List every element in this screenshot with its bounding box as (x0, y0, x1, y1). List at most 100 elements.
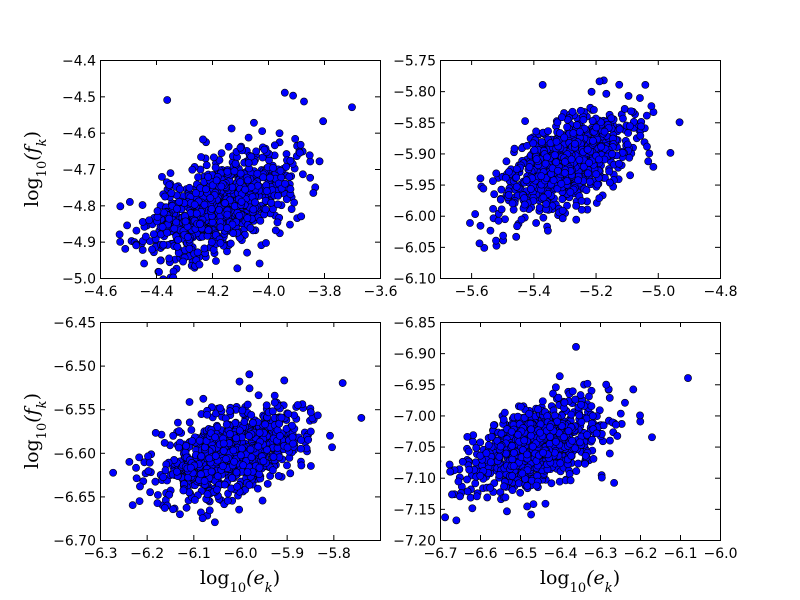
data-point (125, 458, 134, 466)
data-point (525, 409, 534, 418)
y-tick-label: −6.85 (393, 316, 436, 332)
data-points (88, 88, 356, 278)
data-point (289, 439, 297, 448)
data-point (561, 157, 569, 166)
data-point (226, 430, 234, 438)
x-tick-label: −6.1 (177, 546, 211, 562)
data-point (235, 426, 244, 435)
y-tick-label: −6.50 (53, 359, 96, 375)
data-point (626, 122, 634, 131)
data-point (158, 172, 166, 181)
data-point (644, 157, 653, 166)
plot-frame (440, 60, 721, 279)
data-point (304, 435, 313, 444)
scatter-panel-top-right: −5.6 −5.4 −5.2 −5.0 −4.8 −6.10 −6.05 −6.00 −5.95… (393, 54, 737, 301)
data-point (516, 488, 525, 497)
data-point (223, 210, 232, 219)
data-point (597, 142, 606, 151)
data-point (128, 501, 137, 510)
data-point (641, 81, 650, 89)
y-tick-label: −4.6 (62, 126, 96, 142)
data-point (246, 224, 255, 232)
data-point (144, 467, 153, 475)
data-point (544, 226, 552, 235)
data-point (175, 197, 184, 206)
data-point (188, 165, 197, 174)
data-point (270, 141, 279, 150)
data-point (558, 206, 567, 215)
data-point (252, 147, 261, 156)
data-point (286, 469, 295, 478)
y-tick-label: −4.9 (62, 235, 96, 251)
data-point (153, 499, 162, 508)
data-point (559, 433, 568, 442)
data-point (512, 182, 521, 191)
data-point (270, 398, 279, 407)
data-point (239, 461, 248, 470)
data-point (153, 491, 162, 499)
y-tick-label: −4.5 (62, 90, 96, 106)
plot-frame (440, 322, 721, 541)
data-point (88, 221, 95, 228)
data-point (476, 471, 485, 480)
data-point (624, 129, 633, 137)
data-point (175, 185, 184, 193)
data-point (280, 88, 289, 97)
data-point (207, 205, 216, 213)
data-point (286, 220, 294, 229)
data-points (109, 370, 366, 527)
x-tick-label: −5.9 (270, 546, 304, 562)
data-point (145, 458, 154, 467)
data-point (539, 213, 548, 222)
data-point (236, 178, 245, 186)
x-tick-label: −6.0 (224, 546, 258, 562)
data-point (595, 155, 603, 164)
data-point (516, 402, 525, 411)
data-point (197, 452, 206, 461)
data-point (471, 479, 480, 488)
data-point (585, 392, 593, 401)
data-point (254, 391, 263, 400)
data-point (636, 94, 644, 102)
x-tick-label: −6.0 (704, 546, 738, 562)
y-tick-label: −4.8 (62, 199, 96, 215)
x-tick-label: −6.2 (130, 546, 164, 562)
y-tick-label: −7.15 (393, 502, 436, 518)
data-point (565, 470, 574, 478)
data-point (528, 442, 537, 451)
data-point (554, 166, 562, 175)
data-point (538, 138, 546, 146)
data-point (163, 228, 171, 237)
data-point (579, 115, 588, 124)
data-point (476, 174, 485, 183)
data-point (573, 121, 581, 129)
y-tick-label: −5.95 (393, 178, 436, 194)
data-point (513, 222, 521, 231)
data-point (567, 410, 576, 419)
data-point (592, 429, 601, 438)
data-point (116, 237, 125, 246)
data-point (587, 87, 596, 96)
data-point (569, 129, 578, 137)
x-tick-label: −6.7 (424, 546, 458, 562)
data-point (182, 503, 191, 512)
data-point (163, 96, 172, 104)
data-point (289, 91, 297, 100)
data-point (222, 420, 231, 429)
data-point (211, 452, 220, 460)
data-point (121, 244, 130, 253)
data-point (159, 473, 168, 481)
data-point (495, 471, 504, 479)
data-point (536, 428, 544, 437)
data-point (615, 80, 624, 89)
data-point (599, 421, 608, 430)
data-point (560, 398, 569, 407)
data-point (523, 502, 532, 511)
data-point (165, 254, 174, 263)
data-point (247, 411, 256, 419)
data-point (648, 433, 656, 442)
data-point (306, 408, 315, 417)
data-point (551, 437, 560, 446)
data-point (268, 466, 277, 475)
y-tick-label: −5.0 (62, 272, 96, 288)
